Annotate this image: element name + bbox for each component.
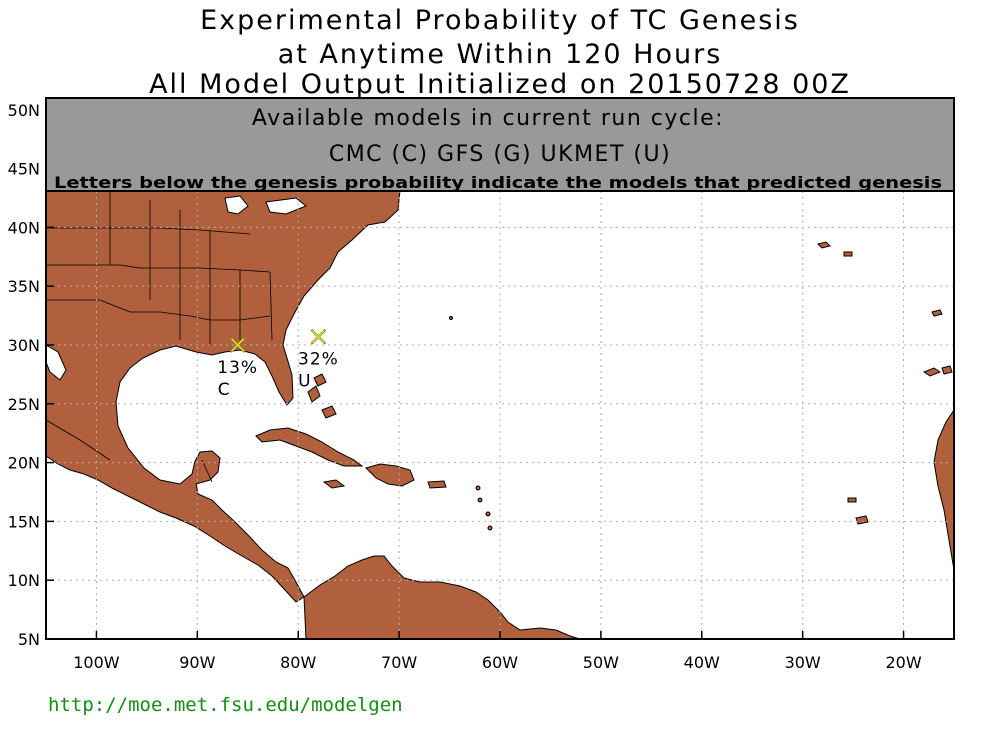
lat-label: 40N bbox=[8, 218, 40, 237]
puerto-rico-land bbox=[427, 480, 447, 489]
x-marker-highlight bbox=[311, 330, 325, 344]
title-line-3: All Model Output Initialized on 20150728… bbox=[149, 69, 851, 100]
lon-label: 100W bbox=[73, 653, 120, 672]
banner-note: Letters below the genesis probability in… bbox=[54, 173, 942, 192]
cuba-land bbox=[255, 427, 364, 467]
africa-land bbox=[933, 408, 955, 571]
jamaica-land bbox=[322, 479, 346, 489]
lat-label: 10N bbox=[8, 571, 40, 590]
model-letters: C bbox=[218, 380, 230, 400]
probability-label: 32% bbox=[298, 350, 339, 370]
lon-label: 30W bbox=[785, 653, 821, 672]
north-america-land bbox=[45, 189, 401, 603]
latitude-labels: 5N 10N 15N 20N 25N 30N 35N 40N 45N 50N bbox=[8, 101, 40, 649]
inland-water bbox=[45, 195, 307, 381]
x-marker-highlight bbox=[231, 338, 245, 352]
genesis-point: 32%U bbox=[298, 328, 339, 392]
banner-models: CMC (C) GFS (G) UKMET (U) bbox=[329, 142, 671, 167]
lat-label: 45N bbox=[8, 160, 40, 179]
title-line-1: Experimental Probability of TC Genesis bbox=[200, 5, 800, 36]
genesis-markers: 13%C 32%U bbox=[217, 328, 339, 400]
axis-ticks bbox=[46, 109, 905, 640]
land bbox=[45, 189, 955, 640]
lat-label: 50N bbox=[8, 101, 40, 120]
probability-label: 13% bbox=[217, 358, 258, 378]
lat-label: 15N bbox=[8, 512, 40, 531]
lat-label: 35N bbox=[8, 277, 40, 296]
lon-label: 20W bbox=[885, 653, 921, 672]
lon-label: 80W bbox=[280, 653, 316, 672]
lon-label: 70W bbox=[381, 653, 417, 672]
model-letters: U bbox=[298, 372, 310, 392]
graticule bbox=[46, 191, 954, 639]
longitude-labels: 100W 90W 80W 70W 60W 50W 40W 30W 20W bbox=[73, 653, 922, 672]
genesis-point: 13%C bbox=[217, 337, 258, 400]
lon-label: 50W bbox=[583, 653, 619, 672]
title-line-2: at Anytime Within 120 Hours bbox=[277, 39, 723, 70]
south-america-land bbox=[303, 555, 581, 640]
lon-label: 60W bbox=[482, 653, 518, 672]
models-banner bbox=[45, 97, 955, 192]
footer-url: http://moe.met.fsu.edu/modelgen bbox=[48, 694, 403, 716]
lon-label: 40W bbox=[684, 653, 720, 672]
lat-label: 20N bbox=[8, 454, 40, 473]
genesis-map: 100W 90W 80W 70W 60W 50W 40W 30W 20W 5N 10N 15N 20N… bbox=[8, 97, 955, 672]
lat-label: 30N bbox=[8, 336, 40, 355]
political-borders bbox=[45, 190, 273, 483]
lat-label: 25N bbox=[8, 395, 40, 414]
lon-label: 90W bbox=[179, 653, 215, 672]
banner-heading: Available models in current run cycle: bbox=[252, 106, 724, 131]
hispaniola-land bbox=[365, 463, 415, 487]
lat-label: 5N bbox=[18, 630, 40, 649]
